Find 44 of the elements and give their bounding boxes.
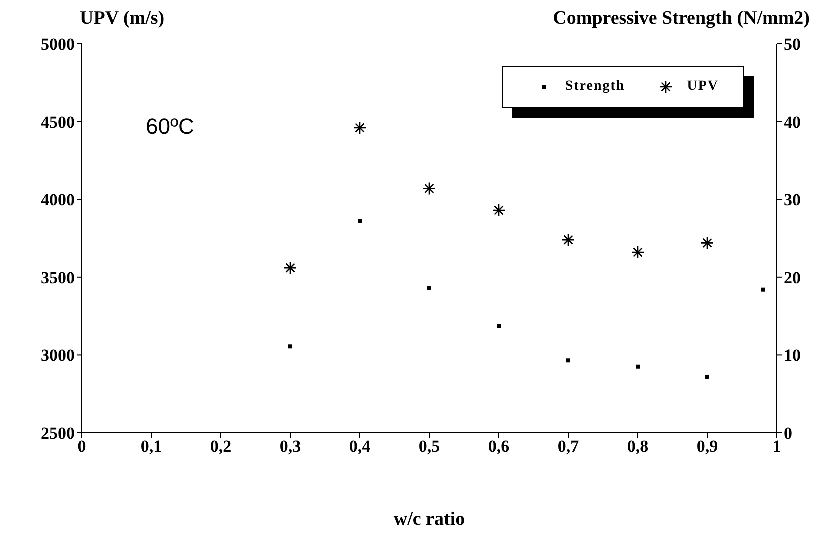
y2-axis-title: Compressive Strength (N/mm2) <box>553 8 810 30</box>
point <box>497 324 501 328</box>
point <box>761 288 766 292</box>
legend-label: UPV <box>686 79 719 95</box>
x-tick-label: 0,4 <box>349 437 372 456</box>
point <box>288 344 292 349</box>
x-tick-label: 1 <box>772 437 782 456</box>
x-tick-label: 0,9 <box>696 437 718 456</box>
annotation: 60ºC <box>146 114 194 140</box>
y-tick-label: 5000 <box>41 35 75 54</box>
y2-tick-label: 20 <box>784 268 801 288</box>
y-tick-label: 4500 <box>41 112 75 132</box>
y2-tick-label: 40 <box>784 112 801 132</box>
x-tick-label: 0,3 <box>280 437 302 456</box>
y-tick-label: 3500 <box>41 268 75 288</box>
point <box>353 121 367 135</box>
x-tick-label: 0,8 <box>627 437 649 456</box>
y2-tick-label: 30 <box>784 190 801 210</box>
point <box>631 246 645 260</box>
y2-tick-label: 50 <box>784 35 801 54</box>
point <box>562 233 576 247</box>
point <box>358 219 362 224</box>
y2-tick-label: 10 <box>784 346 801 366</box>
x-tick-label: 0,2 <box>210 437 232 456</box>
x-tick-label: 0,7 <box>558 437 580 456</box>
point <box>284 261 298 275</box>
point <box>636 364 640 369</box>
y-axis-title: UPV (m/s) <box>80 8 165 30</box>
y2-tick-label: 0 <box>784 424 792 444</box>
x-tick-label: 0 <box>78 437 86 456</box>
y-tick-label: 3000 <box>41 346 75 366</box>
x-axis-title: w/c ratio <box>394 509 466 530</box>
point <box>422 182 436 196</box>
x-tick-label: 0,6 <box>488 437 510 456</box>
y-tick-label: 4000 <box>41 190 75 210</box>
x-tick-label: 0,1 <box>140 437 162 456</box>
point <box>492 204 506 218</box>
y-tick-label: 2500 <box>41 424 75 444</box>
point <box>566 358 570 363</box>
legend-label: Strength <box>564 79 626 95</box>
x-tick-label: 0,5 <box>418 437 440 456</box>
point <box>428 286 432 290</box>
point <box>700 236 714 250</box>
point <box>706 374 710 379</box>
